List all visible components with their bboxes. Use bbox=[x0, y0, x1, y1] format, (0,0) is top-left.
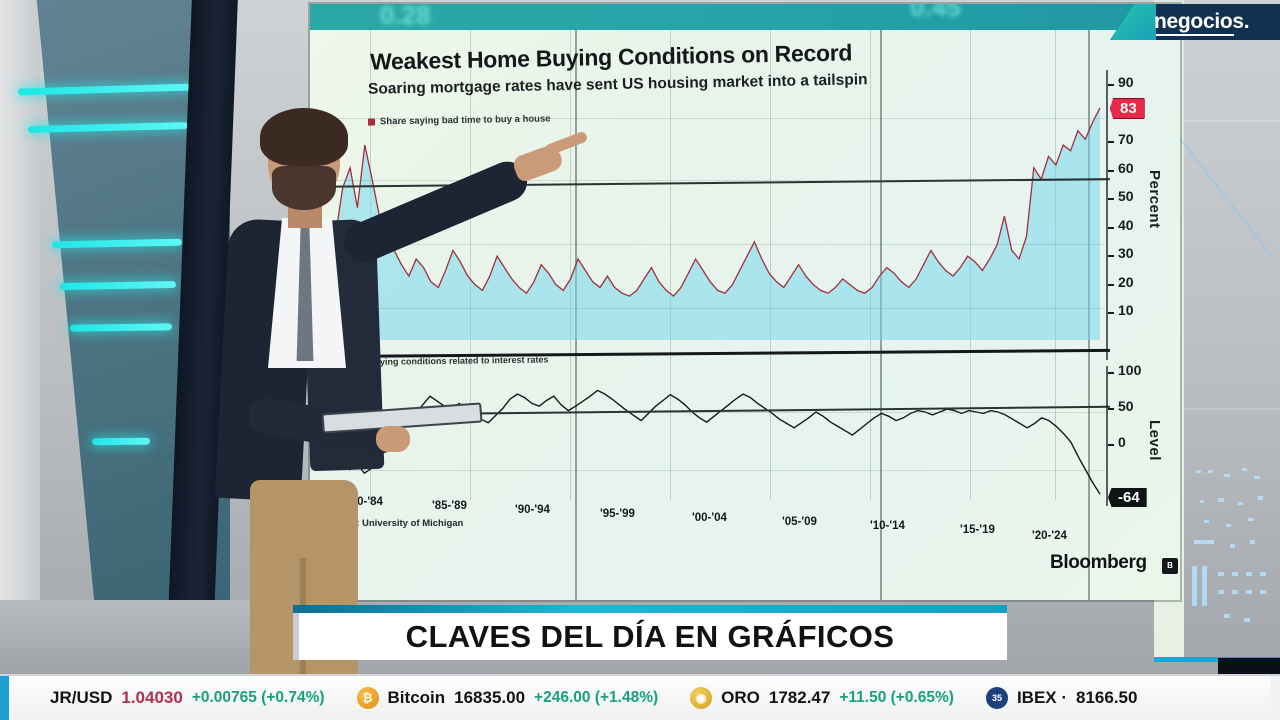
ticker-price: 1782.47 bbox=[768, 688, 831, 707]
lower-third-banner: CLAVES DEL DÍA EN GRÁFICOS bbox=[293, 605, 1007, 660]
chart-canvas: Weakest Home Buying Conditions on Record… bbox=[310, 30, 1180, 600]
city-skyline-panel bbox=[1173, 0, 1280, 660]
grid-line-horizontal bbox=[310, 244, 1105, 245]
chart-source: Source: University of Michigan bbox=[324, 518, 464, 529]
btc-icon: ₿ bbox=[356, 687, 379, 709]
y-tick-label-lower: 100 bbox=[1118, 362, 1142, 378]
grid-line-vertical bbox=[870, 30, 871, 500]
y-tick-mark bbox=[1108, 444, 1114, 446]
ticker-item[interactable]: 35 IBEX · 8166.50 bbox=[970, 687, 1154, 709]
led-strip bbox=[69, 323, 173, 332]
x-axis-tick: '85-'89 bbox=[432, 500, 467, 512]
ticker-item[interactable]: JR/USD 1.04030 +0.00765 (+0.74%) bbox=[34, 688, 341, 708]
grid-line-horizontal bbox=[310, 180, 1105, 181]
y-tick-mark bbox=[1108, 198, 1114, 200]
gold-icon: ◉ bbox=[690, 687, 713, 709]
value-marker-lower: -64 bbox=[1108, 488, 1147, 507]
logo-text: negocios. bbox=[1154, 10, 1250, 33]
y-tick-mark bbox=[1108, 408, 1114, 410]
ticker-price: 8166.50 bbox=[1076, 688, 1138, 707]
grid-line-vertical bbox=[470, 30, 471, 500]
presenter-beard bbox=[272, 166, 336, 210]
ticker-item[interactable]: ◉ ORO 1782.47 +11.50 (+0.65%) bbox=[674, 687, 970, 709]
y-tick-label-lower: 0 bbox=[1118, 434, 1126, 450]
y-tick-label-upper: 20 bbox=[1118, 273, 1134, 290]
y-tick-label-upper: 50 bbox=[1118, 188, 1134, 204]
y-tick-label-upper: 30 bbox=[1118, 245, 1134, 261]
presenter-hair bbox=[260, 108, 348, 166]
y-tick-label-upper: 40 bbox=[1118, 216, 1134, 233]
ticker-change: +11.50 (+0.65%) bbox=[839, 689, 954, 706]
grid-line-horizontal bbox=[310, 118, 1105, 119]
y-tick-mark bbox=[1108, 255, 1114, 257]
video-wall-chart: 0.28 0.45 1.2 Weakest Home Buying Condit… bbox=[310, 4, 1180, 600]
y-tick-label-upper: 10 bbox=[1118, 302, 1134, 318]
grid-line-horizontal bbox=[310, 308, 1105, 309]
x-axis-tick: '90-'94 bbox=[515, 504, 550, 516]
y-axis-label-lower: Level bbox=[1146, 420, 1163, 461]
ticker-change: +246.00 (+1.48%) bbox=[534, 689, 659, 706]
ticker-edge-right bbox=[1271, 676, 1280, 720]
grid-line-horizontal bbox=[310, 470, 1105, 471]
logo-accent-icon bbox=[1110, 4, 1156, 40]
y-tick-mark bbox=[1108, 169, 1114, 172]
x-axis-tick: '95-'99 bbox=[600, 508, 635, 520]
presenter-hand-holding bbox=[376, 426, 410, 452]
x-axis-tick: '15-'19 bbox=[960, 524, 995, 536]
market-ticker[interactable]: JR/USD 1.04030 +0.00765 (+0.74%) ₿ Bitcoin 16… bbox=[0, 674, 1280, 720]
grid-line-vertical bbox=[770, 30, 771, 500]
y-tick-mark bbox=[1108, 283, 1114, 286]
presenter bbox=[196, 108, 589, 720]
led-strip bbox=[91, 437, 151, 446]
y-axis-lower bbox=[1106, 366, 1108, 506]
x-axis-tick: '05-'09 bbox=[782, 516, 817, 528]
x-axis-tick: '10-'14 bbox=[870, 520, 905, 532]
lower-third-edge bbox=[293, 613, 299, 660]
grid-line-horizontal bbox=[310, 412, 1105, 413]
bloomberg-logo: Bloomberg bbox=[1050, 552, 1147, 573]
y-tick-label-upper: 70 bbox=[1118, 131, 1134, 147]
ibex-icon: 35 bbox=[985, 687, 1008, 709]
bloomberg-mark-icon: B bbox=[1162, 558, 1178, 574]
ticker-symbol: IBEX · bbox=[1016, 688, 1068, 707]
y-tick-label-upper: 60 bbox=[1118, 159, 1134, 176]
ticker-change: +0.00765 (+0.74%) bbox=[191, 689, 325, 706]
x-axis-tick: '00-'04 bbox=[692, 512, 727, 524]
wall-top-band: 0.28 0.45 1.2 bbox=[310, 4, 1180, 30]
presenter-tie bbox=[296, 226, 314, 361]
value-marker-upper: 83 bbox=[1110, 98, 1145, 119]
channel-logo: negocios. bbox=[1110, 4, 1280, 40]
logo-underline bbox=[1156, 34, 1234, 36]
y-tick-mark bbox=[1108, 312, 1114, 314]
y-axis-label-upper: Percent bbox=[1146, 170, 1163, 229]
y-tick-mark bbox=[1108, 226, 1114, 229]
lower-third-accent-bar bbox=[293, 605, 1007, 613]
ticker-price: 1.04030 bbox=[121, 688, 183, 707]
upper-series-line bbox=[327, 107, 1101, 297]
y-axis-upper bbox=[1106, 70, 1108, 360]
ticker-symbol: Bitcoin bbox=[387, 688, 446, 707]
y-tick-mark bbox=[1108, 141, 1114, 143]
y-tick-label-upper: 90 bbox=[1118, 74, 1134, 90]
y-tick-mark bbox=[1108, 84, 1114, 86]
y-tick-label-lower: 50 bbox=[1118, 398, 1134, 414]
grid-line-vertical bbox=[570, 30, 571, 500]
ticker-price: 16835.00 bbox=[454, 688, 526, 707]
wall-trim bbox=[1154, 657, 1280, 662]
ticker-item[interactable]: ₿ Bitcoin 16835.00 +246.00 (+1.48%) bbox=[341, 687, 675, 709]
grid-line-vertical bbox=[670, 30, 671, 500]
x-axis-tick: '20-'24 bbox=[1032, 530, 1067, 542]
upper-series-area bbox=[328, 107, 1100, 341]
ticker-edge-left bbox=[0, 676, 9, 720]
ticker-symbol: JR/USD bbox=[50, 688, 113, 707]
y-tick-mark bbox=[1108, 372, 1114, 374]
lower-third-headline: CLAVES DEL DÍA EN GRÁFICOS bbox=[405, 619, 895, 654]
ticker-symbol: ORO bbox=[721, 688, 760, 707]
